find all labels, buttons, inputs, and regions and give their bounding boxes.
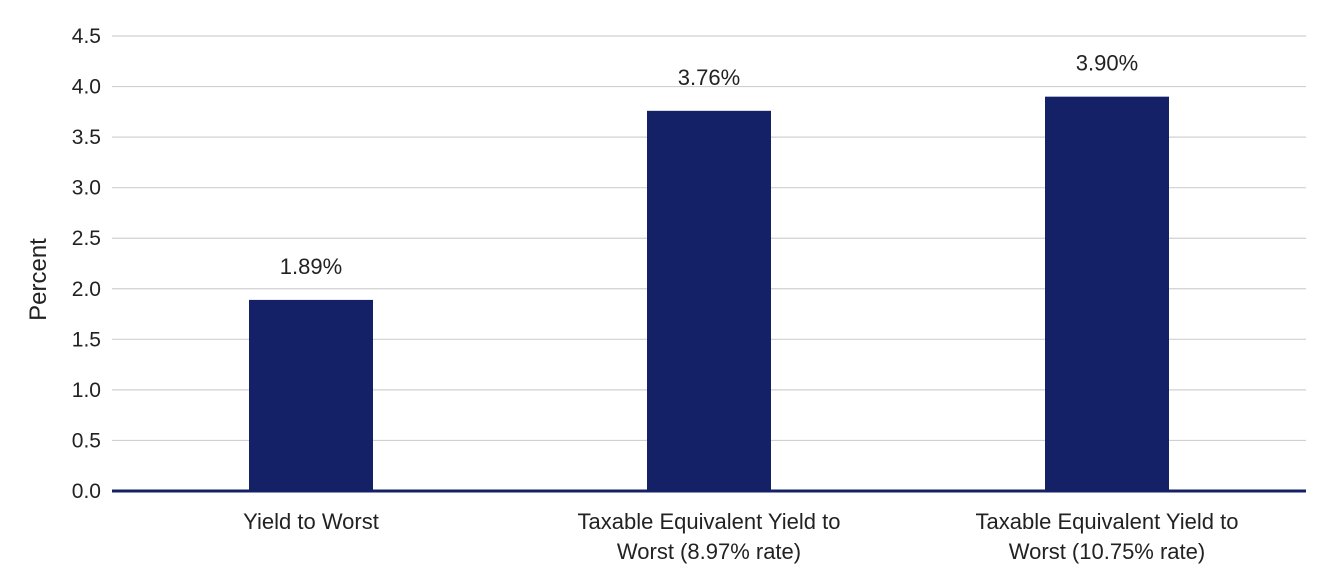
category-labels: Yield to Worst Taxable Equivalent Yield t… (243, 509, 1238, 564)
y-tick-label: 0.0 (72, 480, 101, 503)
category-label: Taxable Equivalent Yield to Worst (10.75%… (976, 509, 1239, 564)
y-tick-label: 1.0 (72, 379, 101, 402)
category-label-line: Worst (8.97% rate) (617, 539, 801, 564)
category-label: Yield to Worst (243, 509, 379, 534)
data-label: 1.89% (280, 254, 342, 279)
data-labels: 1.89% 3.76% 3.90% (280, 51, 1138, 279)
category-label-line: Taxable Equivalent Yield to (976, 509, 1239, 534)
y-tick-label: 3.5 (72, 126, 101, 149)
y-axis-ticks: 0.0 0.5 1.0 1.5 2.0 2.5 3.0 3.5 4.0 4.5 (72, 25, 101, 503)
y-tick-label: 4.5 (72, 25, 101, 48)
category-label-line: Yield to Worst (243, 509, 379, 534)
bar (249, 299, 373, 491)
data-label: 3.90% (1076, 51, 1138, 76)
y-tick-label: 4.0 (72, 76, 101, 99)
y-tick-label: 3.0 (72, 177, 101, 200)
category-label: Taxable Equivalent Yield to Worst (8.97% … (578, 509, 841, 564)
bar (1045, 96, 1169, 492)
bar (647, 110, 771, 492)
category-label-line: Taxable Equivalent Yield to (578, 509, 841, 534)
y-tick-label: 2.0 (72, 278, 101, 301)
y-tick-label: 1.5 (72, 328, 101, 351)
y-axis-title: Percent (25, 238, 52, 321)
data-label: 3.76% (678, 65, 740, 90)
category-label-line: Worst (10.75% rate) (1009, 539, 1205, 564)
bars (249, 96, 1169, 492)
y-tick-label: 2.5 (72, 227, 101, 250)
y-tick-label: 0.5 (72, 429, 101, 452)
